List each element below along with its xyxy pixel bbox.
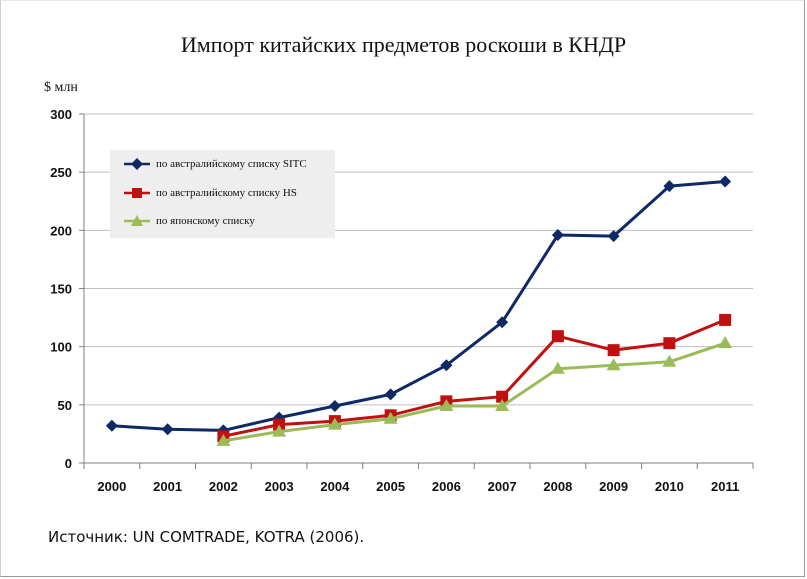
series-line-japan [223, 341, 726, 443]
chart-legend: по австралийскому списку SITC по австрал… [110, 150, 335, 238]
data-point-sitc [496, 316, 509, 329]
data-point-sitc [105, 419, 118, 432]
data-point-japan [216, 433, 231, 446]
data-point-japan [272, 424, 287, 437]
x-tick-label: 2004 [320, 479, 350, 494]
data-point-sitc [328, 399, 341, 412]
x-tick-label: 2003 [265, 479, 294, 494]
y-tick-label: 300 [50, 107, 72, 122]
x-tick-label: 2008 [543, 479, 572, 494]
legend-item-hs: по австралийскому списку HS [124, 183, 297, 203]
x-tick-label: 2010 [655, 479, 684, 494]
data-point-japan [606, 358, 621, 371]
x-tick-label: 2002 [209, 479, 238, 494]
data-point-hs [496, 390, 509, 403]
y-tick-label: 0 [65, 456, 72, 471]
x-tick-label: 2009 [599, 479, 628, 494]
data-point-sitc [440, 359, 453, 372]
y-tick-label: 50 [58, 398, 72, 413]
source-note: Источник: UN COMTRADE, KOTRA (2006). [48, 528, 365, 546]
y-tick-label: 200 [50, 223, 72, 238]
x-tick-label: 2005 [376, 479, 405, 494]
data-point-hs [663, 337, 676, 350]
x-tick-label: 2007 [488, 479, 517, 494]
data-point-hs [719, 313, 732, 326]
data-point-japan [495, 398, 510, 411]
y-tick-label: 150 [50, 282, 72, 297]
legend-label-hs: по австралийскому списку HS [156, 187, 297, 199]
diamond-marker-icon [124, 158, 150, 170]
data-point-japan [327, 417, 342, 430]
x-tick-label: 2000 [97, 479, 126, 494]
data-point-sitc [551, 228, 564, 241]
y-tick-label: 250 [50, 165, 72, 180]
x-tick-label: 2001 [153, 479, 182, 494]
data-point-japan [383, 411, 398, 424]
chart-title: Импорт китайских предметов роскоши в КНД… [180, 32, 627, 57]
data-point-japan [439, 398, 454, 411]
series-line-sitc [111, 179, 726, 432]
data-point-sitc [719, 175, 732, 188]
x-tick-label: 2011 [711, 479, 739, 494]
data-point-sitc [384, 388, 397, 401]
triangle-marker-icon [124, 215, 150, 226]
y-tick-label: 100 [50, 340, 72, 355]
legend-item-sitc: по австралийскому списку SITC [124, 154, 307, 174]
square-marker-icon [124, 188, 150, 198]
data-point-hs [607, 344, 620, 357]
data-point-japan [718, 336, 733, 349]
data-point-hs [551, 330, 564, 343]
data-point-sitc [161, 423, 174, 436]
x-tick-label: 2006 [432, 479, 461, 494]
legend-item-japan: по японскому списку [124, 211, 255, 231]
data-point-japan [550, 361, 565, 374]
legend-label-sitc: по австралийскому списку SITC [156, 158, 307, 170]
data-point-sitc [663, 180, 676, 193]
data-point-japan [662, 354, 677, 367]
series-line-hs [223, 318, 726, 438]
data-point-sitc [607, 230, 620, 243]
legend-label-japan: по японскому списку [156, 215, 255, 227]
y-axis-unit-label: $ млн [44, 80, 78, 95]
